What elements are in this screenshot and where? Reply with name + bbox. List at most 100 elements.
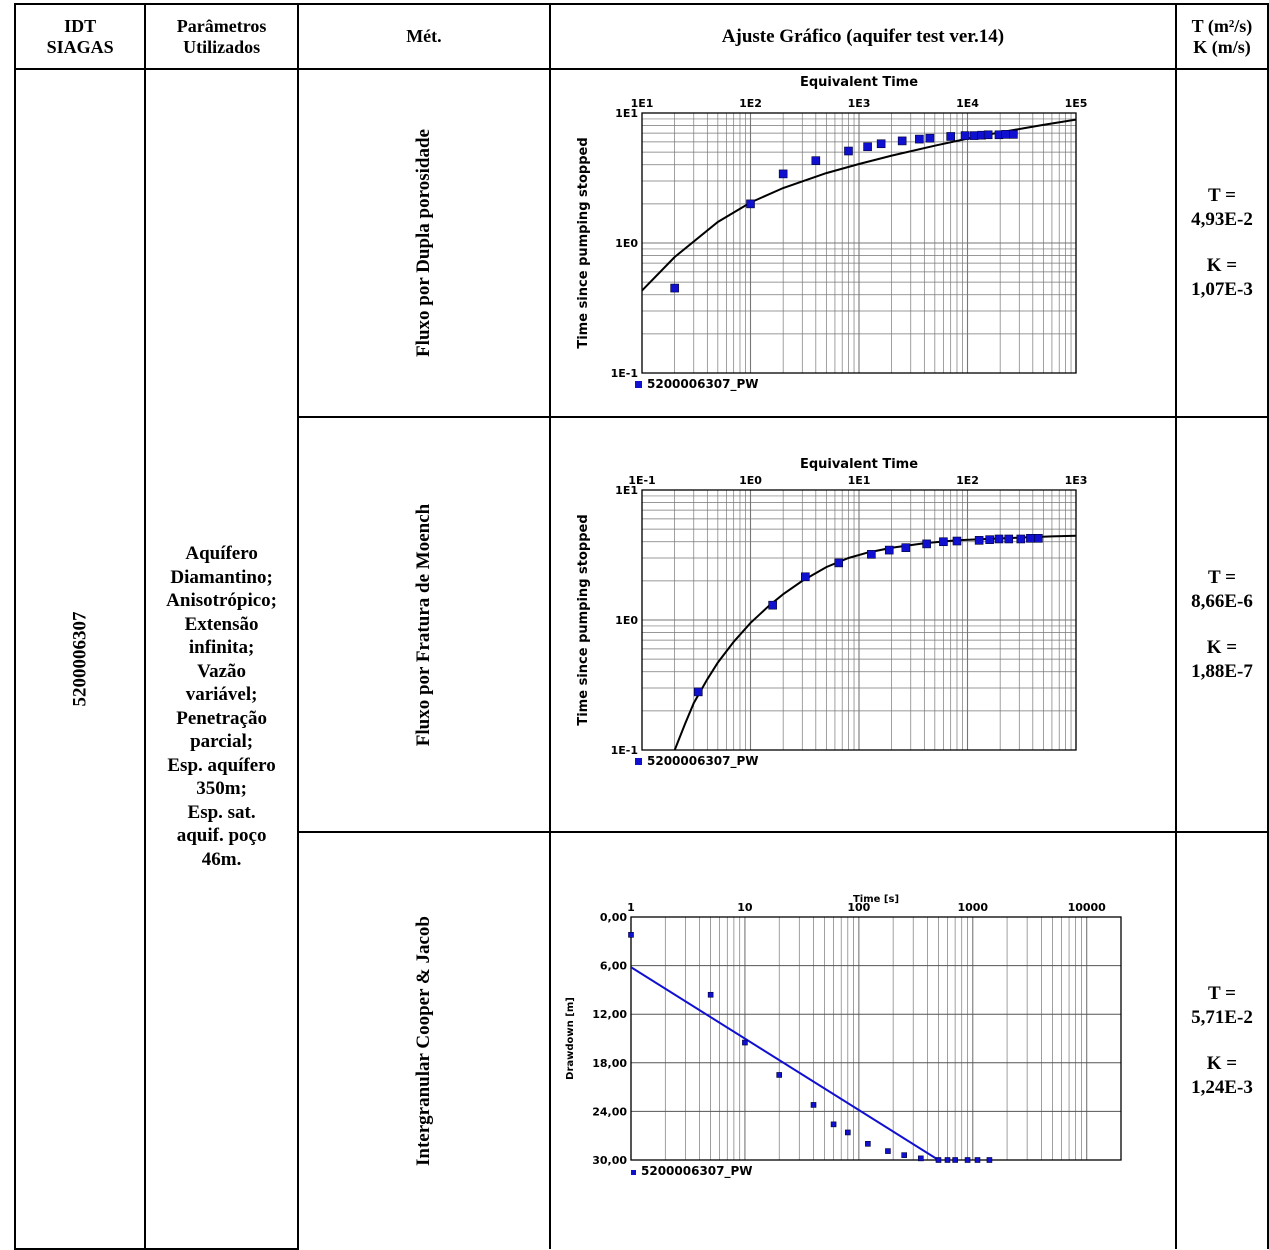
x-tick-label: 1E4 <box>956 97 979 110</box>
chart-cell-2: 1E-1 1E0 1E1 1E2 1E3 1E1 1E0 1E-1 Equivalent Tim… <box>548 416 1177 833</box>
y-axis-label: Drawdown [m] <box>565 997 576 1080</box>
method-cell-2: Fluxo por Fratura de Moench <box>296 416 551 833</box>
parameter-line: 46m. <box>201 848 242 870</box>
chart-fratura-moench: 1E-1 1E0 1E1 1E2 1E3 1E1 1E0 1E-1 Equivalent Tim… <box>576 457 1088 769</box>
y-tick-label: 1E-1 <box>611 367 638 380</box>
data-point <box>901 1152 907 1158</box>
data-point <box>830 1121 837 1128</box>
x-tick-label: 1E1 <box>848 474 871 487</box>
method-cell-3: Intergranular Cooper & Jacob <box>296 831 551 1249</box>
data-point <box>670 283 679 293</box>
x-tick-label: 1E1 <box>631 97 654 110</box>
fit-curve <box>673 534 1076 751</box>
fit-curve <box>630 966 939 1161</box>
method-cell-1: Fluxo por Dupla porosidade <box>296 68 551 418</box>
data-point <box>901 543 911 552</box>
data-point <box>914 134 924 144</box>
data-point <box>952 1157 958 1163</box>
data-point <box>834 558 843 568</box>
legend-marker <box>630 1170 636 1175</box>
x-tick-label: 10000 <box>1067 901 1106 914</box>
method-name-1: Fluxo por Dupla porosidade <box>412 129 434 357</box>
y-axis-label: Time since pumping stopped <box>576 514 591 725</box>
parameter-line: Anisotrópico; <box>166 590 277 611</box>
parameter-line: Vazão <box>197 660 247 682</box>
data-point <box>876 139 886 149</box>
legend-label: 5200006307_PW <box>641 1164 753 1179</box>
parameter-line: Esp. aquífero <box>167 754 276 776</box>
parameter-line: 350m; <box>196 778 247 799</box>
chart-title: Equivalent Time <box>800 457 918 472</box>
data-point <box>1004 534 1013 544</box>
data-point <box>974 1157 981 1163</box>
data-point <box>1009 130 1018 139</box>
k-value-1: 1,07E-3 <box>1191 279 1253 300</box>
data-point <box>917 1155 924 1162</box>
y-tick-label: 0,00 <box>600 911 627 924</box>
y-tick-label: 1E-1 <box>611 744 638 757</box>
method-name-2: Fluxo por Fratura de Moench <box>412 503 434 746</box>
k-label-1: K = <box>1206 255 1238 276</box>
plot-frame <box>630 916 1122 1161</box>
x-tick-label: 1E2 <box>739 97 762 110</box>
header-results: T (m²/s) K (m/s) <box>1174 3 1269 70</box>
data-point <box>986 1157 993 1163</box>
parameter-line: aquif. poço <box>176 825 267 846</box>
data-point <box>946 132 955 141</box>
data-point <box>964 1157 971 1163</box>
legend-label: 5200006307_PW <box>647 754 759 769</box>
header-met: Mét. <box>296 3 551 70</box>
data-point <box>983 130 993 140</box>
x-tick-label: 1E3 <box>848 97 871 110</box>
parameter-line: Diamantino; <box>170 566 273 588</box>
data-point <box>884 545 894 555</box>
y-tick-label: 12,00 <box>592 1008 627 1021</box>
k-value-2: 1,88E-7 <box>1191 660 1253 682</box>
parameter-line: Aquífero <box>185 543 258 564</box>
x-tick-label: 1E0 <box>739 474 762 487</box>
data-point <box>864 1140 871 1147</box>
data-point <box>707 991 714 998</box>
y-tick-label: 1E0 <box>615 237 638 250</box>
x-tick-label: 1 <box>627 901 635 914</box>
parameter-line: parcial; <box>190 731 254 752</box>
legend-label: 5200006307_PW <box>647 377 759 392</box>
data-point <box>810 1102 817 1108</box>
k-label-2: K = <box>1206 636 1238 658</box>
parameter-line: variável; <box>185 684 258 705</box>
header-ajuste: Ajuste Gráfico (aquifer test ver.14) <box>548 3 1177 70</box>
results-table: IDT SIAGAS Parâmetros Utilizados Mét. Aj… <box>13 3 1269 1250</box>
result-cell-1: T = 4,93E-2 K = 1,07E-3 <box>1174 68 1269 418</box>
y-tick-label: 1E1 <box>615 107 638 120</box>
data-point <box>844 146 853 156</box>
y-tick-label: 1E1 <box>615 484 638 497</box>
data-point <box>885 1148 891 1154</box>
data-point <box>925 133 935 143</box>
data-point <box>742 1039 748 1046</box>
data-point <box>800 572 810 582</box>
t-value-3: 5,71E-2 <box>1191 1007 1253 1028</box>
result-cell-3: T = 5,71E-2 K = 1,24E-3 <box>1174 831 1269 1249</box>
header-param: Parâmetros Utilizados <box>144 3 299 70</box>
data-point <box>994 534 1004 544</box>
data-point <box>985 535 994 544</box>
x-tick-label: 100 <box>847 901 870 914</box>
data-point <box>897 136 907 146</box>
chart-cell-1: 1E1 1E2 1E3 1E4 1E5 1E1 1E0 1E-1 Equivalent Time… <box>548 68 1177 418</box>
x-tick-label: 1000 <box>957 901 988 914</box>
method-row-1: 5200006307 Aquífero Diamantino; Anisotrópi… <box>13 68 1269 1250</box>
parameter-line: infinita; <box>188 637 255 658</box>
y-tick-label: 6,00 <box>600 960 627 973</box>
x-tick-label: 10 <box>737 901 753 914</box>
legend-marker <box>634 758 642 765</box>
well-id-cell: 5200006307 <box>13 68 147 1250</box>
parameter-line: Penetração <box>176 707 267 729</box>
parameters-cell: Aquífero Diamantino; Anisotrópico; Extensão… <box>144 68 299 1250</box>
data-point <box>866 550 876 559</box>
chart-title: Equivalent Time <box>800 75 918 90</box>
x-tick-label: 1E3 <box>1065 474 1088 487</box>
data-point <box>969 131 979 140</box>
data-point <box>1026 534 1035 543</box>
k-label-3: K = <box>1206 1053 1238 1074</box>
t-label-2: T = <box>1208 566 1236 588</box>
